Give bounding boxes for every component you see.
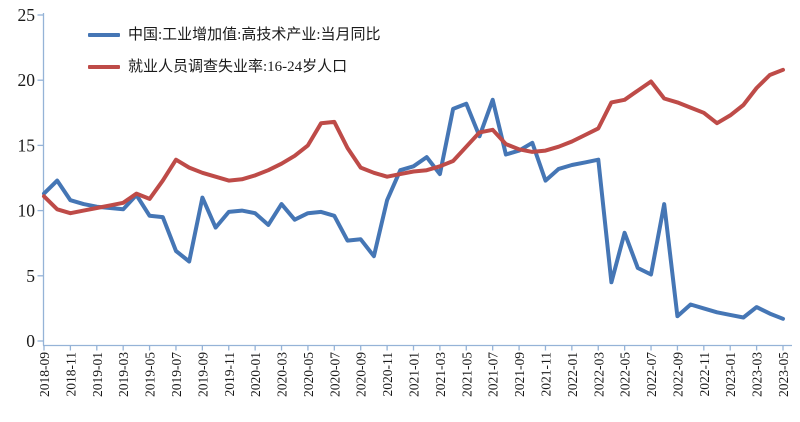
x-tick-label: 2018-11 — [63, 352, 78, 397]
y-tick-label: 20 — [18, 70, 36, 90]
x-tick-label: 2019-07 — [169, 352, 184, 397]
x-tick-label: 2020-09 — [354, 352, 369, 397]
y-tick-label: 10 — [18, 201, 36, 221]
x-tick-label: 2020-11 — [380, 352, 395, 397]
x-tick-label: 2020-07 — [327, 352, 342, 397]
x-tick-label: 2020-01 — [248, 352, 263, 397]
x-tick-label: 2021-07 — [486, 352, 501, 397]
x-tick-label: 2022-07 — [644, 352, 659, 397]
x-tick-label: 2019-01 — [90, 352, 105, 397]
x-tick-label: 2021-05 — [459, 352, 474, 397]
x-tick-label: 2023-03 — [750, 352, 765, 397]
x-tick-label: 2021-09 — [512, 352, 527, 397]
x-tick-label: 2021-11 — [538, 352, 553, 397]
y-tick-label: 5 — [26, 266, 35, 286]
x-tick-label: 2019-05 — [143, 352, 158, 397]
x-tick-label: 2022-01 — [565, 352, 580, 397]
axes — [42, 13, 792, 347]
x-tick-label: 2020-03 — [275, 352, 290, 397]
x-tick-label: 2023-01 — [723, 352, 738, 397]
x-tick-label: 2022-03 — [591, 352, 606, 397]
x-tick-label: 2021-03 — [433, 352, 448, 397]
x-tick-label: 2022-05 — [618, 352, 633, 397]
x-tick-label: 2022-11 — [697, 352, 712, 397]
x-tick-label: 2021-01 — [407, 352, 422, 397]
x-tick-label: 2022-09 — [670, 352, 685, 397]
x-axis-ticks: 2018-09 2018-11 2019-01 2019-03 2019-05 2019-… — [37, 345, 791, 397]
x-tick-label: 2019-09 — [195, 352, 210, 397]
y-tick-label: 0 — [26, 331, 35, 351]
x-tick-label: 2023-05 — [776, 352, 791, 397]
x-tick-label: 2019-03 — [116, 352, 131, 397]
y-tick-label: 15 — [18, 135, 36, 155]
hightech-series-line — [42, 97, 785, 321]
y-axis-ticks: 0 5 10 15 20 25 — [18, 5, 44, 351]
x-tick-label: 2019-11 — [222, 352, 237, 397]
x-tick-label: 2020-05 — [301, 352, 316, 397]
x-tick-label: 2018-09 — [37, 352, 52, 397]
unemployment-series-line — [42, 67, 785, 216]
y-tick-label: 25 — [18, 5, 36, 25]
